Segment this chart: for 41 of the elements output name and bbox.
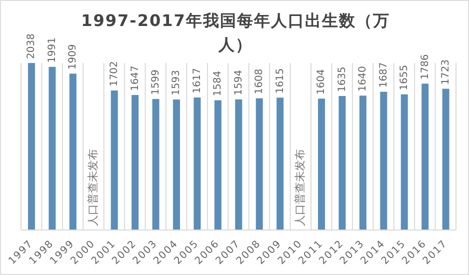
- data-label: 1655: [399, 64, 410, 90]
- data-label: 1615: [274, 68, 286, 94]
- bar: [400, 94, 408, 230]
- data-label: 1647: [130, 66, 141, 92]
- bar: [110, 90, 118, 230]
- annotation: 人口普查未发布: [86, 149, 100, 226]
- data-label: 1786: [420, 54, 431, 80]
- data-label: 2038: [26, 34, 38, 59]
- bar: [256, 98, 263, 230]
- bar: [132, 95, 139, 230]
- data-label: 1608: [254, 68, 266, 94]
- data-label: 1702: [109, 61, 120, 87]
- bar: [69, 74, 76, 230]
- bar: [235, 99, 242, 230]
- bar: [380, 92, 388, 230]
- data-label: 1635: [336, 66, 348, 92]
- chart-title: 1997-2017年我国每年人口出生数（万人）: [81, 11, 390, 54]
- bar: [276, 98, 284, 230]
- annotation: 人口普查未发布: [294, 149, 307, 226]
- data-label: 1723: [440, 59, 452, 85]
- bar: [48, 66, 56, 230]
- data-label: 1617: [192, 68, 203, 94]
- data-label: 1640: [358, 66, 369, 92]
- data-label: 1909: [68, 44, 79, 70]
- bar: [338, 96, 346, 230]
- bar: [359, 96, 366, 230]
- data-label: 1584: [212, 70, 224, 96]
- bar: [152, 98, 160, 230]
- data-label: 1604: [316, 69, 328, 95]
- bar: [28, 63, 35, 230]
- data-label: 1991: [46, 37, 58, 63]
- data-label: 1687: [378, 62, 390, 88]
- bar: [194, 98, 201, 230]
- bar: [422, 84, 429, 230]
- data-label: 1599: [150, 70, 162, 95]
- data-label: 1593: [171, 70, 182, 96]
- bar: [442, 88, 450, 230]
- bar: [214, 100, 222, 230]
- bar: [318, 98, 325, 230]
- bar: [173, 99, 180, 230]
- data-label: 1594: [233, 70, 244, 96]
